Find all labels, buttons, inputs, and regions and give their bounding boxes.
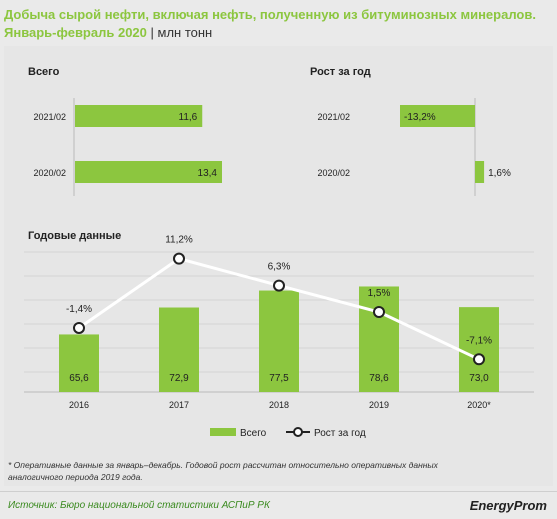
chart-title-line-2: Январь-февраль 2020 | млн тонн [4,24,553,42]
annual-bar [59,334,99,392]
total-category-label: 2021/02 [33,112,66,122]
total-bar [75,105,203,127]
growth-point [73,321,85,334]
annual-category-label: 2019 [369,400,389,410]
chart-title-period: Январь-февраль 2020 [4,25,147,40]
growth-point [473,353,485,366]
annual-bar [159,307,199,392]
total-panel-title: Всего [28,66,60,78]
growth-bar [400,105,475,127]
annual-value-label: 78,6 [369,373,389,384]
growth-bar [475,161,485,183]
chart-svg: 2021/02 11,6 2020/02 13,4 2021/02 -13,2% 2020/… [24,98,534,439]
annual-category-label: 2018 [269,400,289,410]
growth-point-label: -1,4% [66,304,92,315]
energyprom-logo: EnergyProm [469,498,547,513]
legend-line-label: Рост за год [314,428,366,439]
growth-value-label: -13,2% [404,112,436,123]
growth-point-label: -7,1% [466,335,492,346]
growth-point-label: 6,3% [268,262,291,273]
annual-bar [359,286,399,392]
footnote: * Оперативные данные за январь–декабрь. … [8,459,548,483]
chart-title-line-1: Добыча сырой нефти, включая нефть, получ… [4,7,536,22]
source-text: Источник: Бюро национальной статистики А… [8,500,270,511]
annual-panel-title: Годовые данные [28,230,122,242]
total-value-label: 11,6 [179,112,198,123]
annual-value-label: 73,0 [469,373,489,384]
footnote-line-2: аналогичного периода 2019 года. [8,472,143,482]
annual-bar [459,307,499,392]
chart-panel: Всего Рост за год Годовые данные 2021/02… [4,46,553,486]
annual-category-label: 2020* [467,400,491,410]
legend-bar-swatch [210,428,236,436]
growth-category-label: 2020/02 [317,168,350,178]
growth-panel-title: Рост за год [310,66,371,78]
growth-point-label: 11,2% [165,235,193,246]
annual-bar [259,290,299,392]
title-block: Добыча сырой нефти, включая нефть, получ… [4,6,553,42]
growth-category-label: 2021/02 [317,112,350,122]
total-bar [75,161,222,183]
legend-bar-label: Всего [240,428,267,439]
total-value-label: 13,4 [198,168,218,179]
legend-line-marker [293,427,303,437]
growth-value-label: 1,6% [488,168,511,179]
annual-category-label: 2016 [69,400,89,410]
annual-category-label: 2017 [169,400,189,410]
source-bar: Источник: Бюро национальной статистики А… [0,491,557,519]
growth-point [373,306,385,318]
growth-point [173,252,185,265]
unit-label: | млн тонн [150,25,213,40]
total-category-label: 2020/02 [33,168,66,178]
footnote-line-1: * Оперативные данные за январь–декабрь. … [8,460,438,470]
annual-value-label: 72,9 [169,373,189,384]
annual-value-label: 77,5 [269,373,289,384]
growth-point-label: 1,5% [368,288,391,299]
annual-value-label: 65,6 [69,373,89,384]
growth-point [273,279,285,292]
